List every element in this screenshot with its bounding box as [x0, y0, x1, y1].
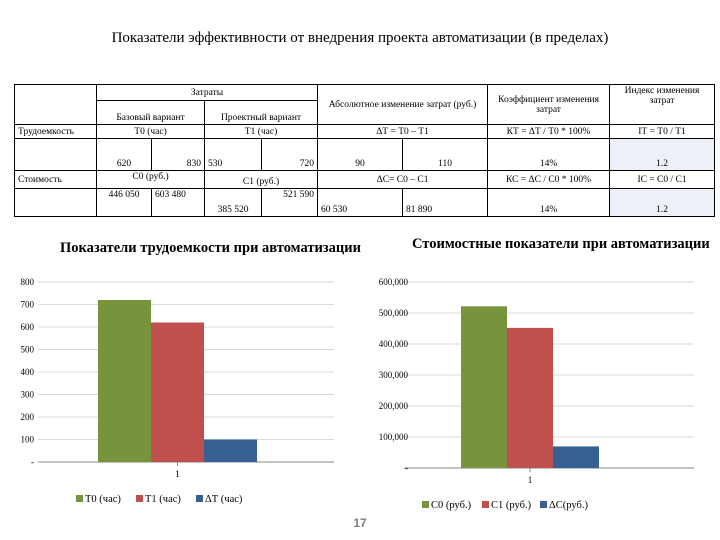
cell-value: 446 050 — [96, 188, 152, 217]
cost-chart: - 100,000 200,000 300,000 400,000 500,000 600,… — [379, 277, 694, 511]
bar — [461, 306, 507, 468]
header-costs: Затраты — [95, 84, 319, 101]
cell-c1: С1 (руб.) — [203, 170, 319, 189]
legend-label: С0 (руб.) — [431, 500, 472, 511]
legend-swatch — [540, 501, 547, 508]
cell-value: 110 — [402, 138, 489, 171]
cell-c0: С0 (руб.) — [96, 170, 205, 189]
y-tick-label: - — [405, 463, 408, 473]
slide-title: Показатели эффективности от внедрения пр… — [111, 30, 609, 46]
cell-t1: Т1 (час) — [203, 124, 319, 139]
y-tick-label: 300,000 — [379, 370, 409, 380]
y-tick-label: 100,000 — [379, 432, 409, 442]
x-tick-label: 1 — [175, 469, 180, 479]
empty-cell — [14, 188, 97, 217]
x-tick-label: 1 — [528, 475, 533, 485]
legend-label: ΔТ (час) — [205, 494, 243, 505]
bar — [553, 446, 599, 468]
chart-title-cost: Стоимостные показатели при автоматизации — [412, 236, 710, 252]
cell-value: 1.2 — [609, 138, 716, 171]
cell-value: 1.2 — [609, 188, 716, 217]
header-project: Проектный вариант — [203, 100, 319, 125]
cell-value: 830 — [151, 138, 205, 171]
y-tick-label: 100 — [21, 435, 35, 445]
legend-label: ΔС(руб.) — [549, 500, 588, 511]
cell-ic: IС = С0 / С1 — [609, 170, 716, 189]
header-abs-change: Абсолютное изменение затрат (руб.) — [317, 84, 489, 125]
cell-value: 14% — [487, 188, 611, 217]
header-coefficient: Коэффициент изменения затрат — [487, 84, 611, 125]
y-tick-label: 200,000 — [379, 401, 409, 411]
row-label-labor: Трудоемкость — [14, 124, 97, 139]
legend-swatch — [196, 495, 203, 502]
y-tick-label: - — [31, 457, 34, 467]
y-tick-label: 600,000 — [379, 277, 409, 287]
bar — [151, 322, 204, 462]
cell-value: 530 — [204, 138, 262, 171]
empty-cell — [14, 138, 97, 171]
page-number: 17 — [353, 516, 367, 530]
y-tick-label: 400 — [21, 367, 35, 377]
chart-title-labor: Показатели трудоемкости при автоматизаци… — [60, 240, 361, 256]
y-tick-label: 300 — [21, 390, 35, 400]
cell-dt: ΔТ = Т0 – Т1 — [317, 124, 489, 139]
bar — [98, 300, 151, 462]
corner-cell — [14, 84, 97, 125]
legend-swatch — [422, 501, 429, 508]
cell-value: 385 520 — [204, 188, 262, 217]
cell-kc: КС = ΔС / С0 * 100% — [487, 170, 611, 189]
y-tick-label: 600 — [21, 322, 35, 332]
legend-label: Т0 (час) — [85, 494, 121, 505]
cell-kt: КТ = ΔТ / Т0 * 100% — [487, 124, 611, 139]
cell-value: 81 890 — [402, 188, 489, 217]
legend-swatch — [76, 495, 83, 502]
bar — [507, 327, 553, 468]
header-index: Индекс изменения затрат — [609, 84, 716, 125]
legend-swatch — [482, 501, 489, 508]
legend-label: С1 (руб.) — [491, 500, 532, 511]
bar — [204, 439, 257, 462]
cell-value: 14% — [487, 138, 611, 171]
cell-value: 620 — [96, 138, 152, 171]
y-tick-label: 800 — [21, 277, 35, 287]
efficiency-table: Затраты Абсолютное изменение затрат (руб… — [14, 84, 716, 217]
y-tick-label: 200 — [21, 412, 35, 422]
cell-dc: ΔС= С0 – С1 — [317, 170, 489, 189]
cell-value: 720 — [260, 138, 319, 171]
legend-swatch — [136, 495, 143, 502]
y-tick-label: 500,000 — [379, 308, 409, 318]
cell-t0: Т0 (час) — [96, 124, 205, 139]
row-label-cost: Стоимость — [14, 170, 97, 189]
y-tick-label: 500 — [21, 345, 35, 355]
cell-value: 90 — [317, 138, 404, 171]
y-tick-label: 400,000 — [379, 339, 409, 349]
y-tick-label: 700 — [21, 300, 35, 310]
cell-value: 521 590 — [260, 188, 319, 217]
header-base: Базовый вариант — [96, 100, 205, 125]
legend-label: Т1 (час) — [145, 494, 181, 505]
cell-value: 603 480 — [151, 188, 205, 217]
cell-value: 60 530 — [317, 188, 404, 217]
labor-chart: - 100 200 300 400 500 600 700 800 1 Т0 (час) Т1 (ча… — [21, 277, 334, 505]
cell-it: IТ = Т0 / Т1 — [609, 124, 716, 139]
